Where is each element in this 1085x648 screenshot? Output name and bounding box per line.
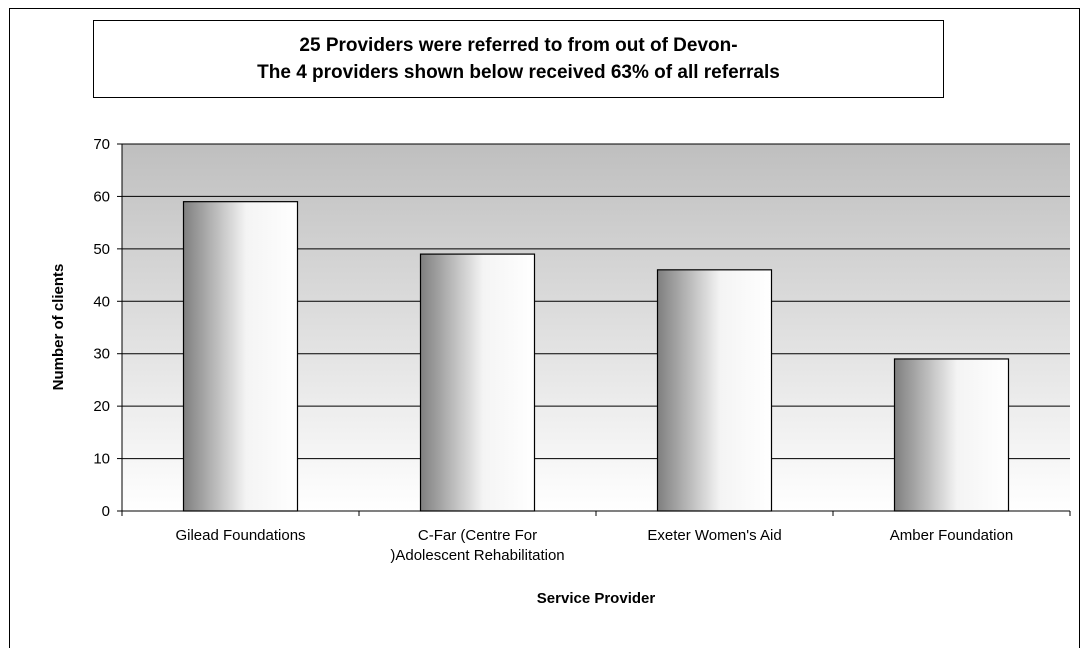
y-tick-label: 10 bbox=[93, 451, 110, 468]
x-tick-label: )Adolescent Rehabilitation bbox=[390, 547, 564, 564]
x-tick-label: C-Far (Centre For bbox=[418, 527, 537, 544]
x-tick-labels: Gilead Foundations C-Far (Centre For )Adol… bbox=[175, 527, 1013, 564]
y-tick-labels: 0 10 20 30 40 50 60 70 bbox=[93, 136, 110, 520]
x-tick-label: Exeter Women's Aid bbox=[647, 527, 781, 544]
y-tick-label: 30 bbox=[93, 346, 110, 363]
y-tick-label: 40 bbox=[93, 293, 110, 310]
y-axis-label: Number of clients bbox=[50, 264, 67, 391]
axes bbox=[117, 143, 1071, 516]
chart-title-line-2: The 4 providers shown below received 63%… bbox=[257, 62, 780, 83]
bar bbox=[182, 201, 299, 512]
x-tick-label: Amber Foundation bbox=[890, 527, 1013, 544]
y-tick-label: 70 bbox=[93, 136, 110, 153]
bar bbox=[656, 269, 773, 512]
chart-frame bbox=[9, 8, 1080, 648]
chart-title-box: 25 Providers were referred to from out o… bbox=[93, 20, 944, 98]
bar bbox=[419, 253, 536, 512]
x-tick-label: Gilead Foundations bbox=[175, 527, 305, 544]
y-tick-label: 0 bbox=[102, 503, 110, 520]
y-tick-label: 60 bbox=[93, 188, 110, 205]
y-tick-label: 20 bbox=[93, 398, 110, 415]
y-tick-label: 50 bbox=[93, 241, 110, 258]
chart-title-line-1: 25 Providers were referred to from out o… bbox=[299, 35, 738, 56]
x-axis-label: Service Provider bbox=[537, 590, 656, 607]
bar bbox=[893, 358, 1010, 512]
